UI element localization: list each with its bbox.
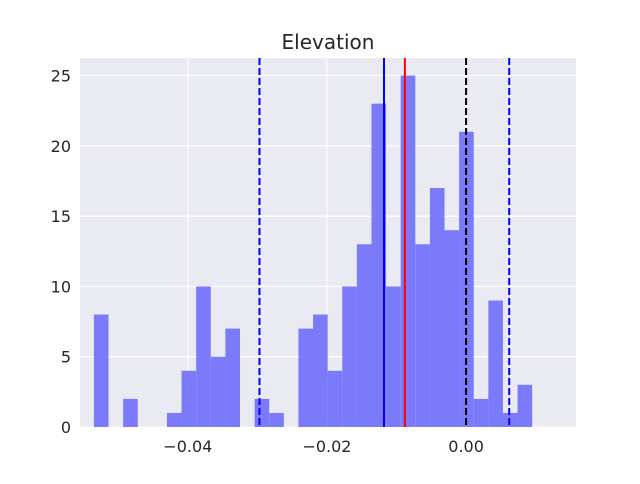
x-tick-label: −0.02 <box>302 437 351 456</box>
histogram-bar <box>386 286 401 427</box>
histogram-bars <box>93 75 533 428</box>
histogram-bar <box>327 370 343 427</box>
histogram-bar <box>313 314 328 427</box>
tick-labels: 0 5 10 15 20 25 −0.04 −0.02 0.00 <box>51 67 484 456</box>
histogram-bar <box>371 103 387 427</box>
histogram-bar <box>254 398 270 427</box>
histogram-bar <box>400 75 416 428</box>
histogram-bar <box>473 398 489 427</box>
reference-lines <box>258 58 511 427</box>
histogram-bar <box>298 328 314 427</box>
y-tick-label: 15 <box>51 207 71 226</box>
histogram-bar <box>356 244 372 427</box>
histogram-bar <box>123 398 138 427</box>
chart-title: Elevation <box>282 30 375 54</box>
histogram-bar <box>225 328 240 427</box>
histogram-bar <box>196 286 211 427</box>
histogram-bar <box>488 300 503 427</box>
histogram-bar <box>181 370 197 427</box>
histogram-bar <box>93 314 109 427</box>
histogram-bar <box>517 384 533 427</box>
histogram-bar <box>166 412 182 427</box>
x-tick-label: −0.04 <box>163 437 212 456</box>
y-tick-label: 10 <box>51 277 71 296</box>
histogram-bar <box>269 412 284 427</box>
histogram-bar <box>210 356 226 427</box>
y-tick-label: 20 <box>51 137 71 156</box>
x-tick-label: 0.00 <box>448 437 484 456</box>
y-tick-label: 0 <box>61 418 71 437</box>
histogram-bar <box>342 286 357 427</box>
histogram-bar <box>429 188 445 427</box>
histogram-bar <box>502 412 518 427</box>
histogram-bar <box>444 230 460 427</box>
y-tick-label: 5 <box>61 348 71 367</box>
histogram-bar <box>415 244 430 427</box>
y-tick-label: 25 <box>51 67 71 86</box>
